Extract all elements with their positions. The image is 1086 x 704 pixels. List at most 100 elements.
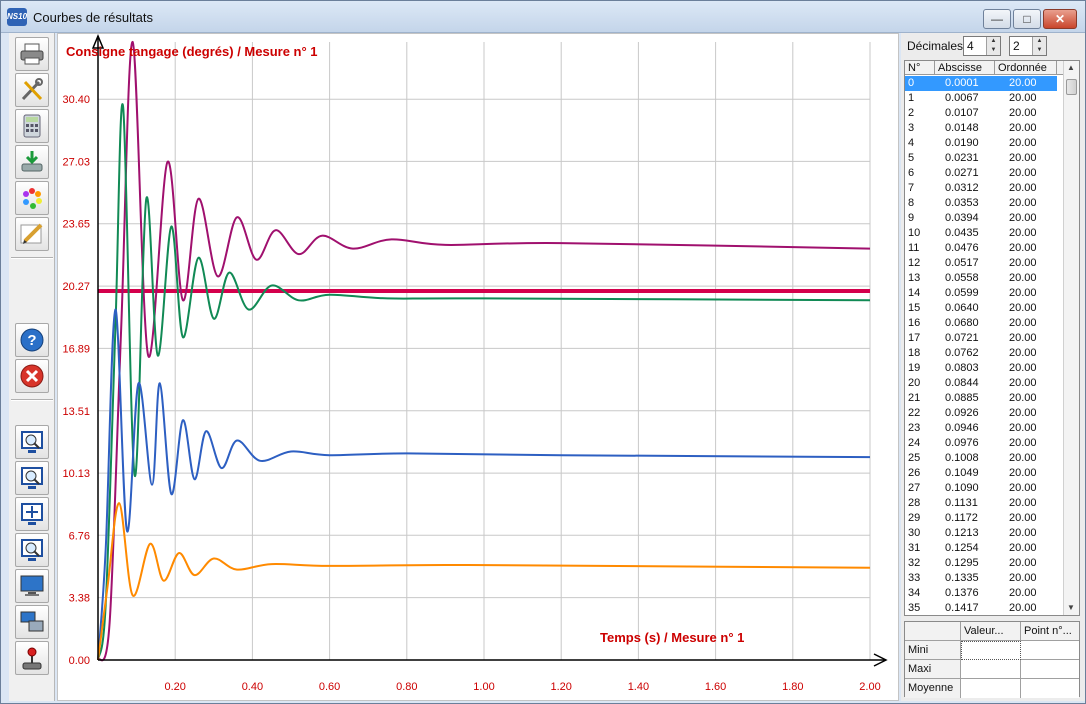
plot-panel[interactable]: 0.20 0.40 0.60 0.80 1.00 1.20 1.40 1.60 1.80 2.00… [57,33,899,701]
row-abscissa: 0.0476 [945,242,979,254]
points-table[interactable]: N° Abscisse Ordonnée 0 0.0001 20.00 1 0.0067… [904,60,1080,616]
minimize-button[interactable]: — [983,9,1011,29]
table-row[interactable]: 1 0.0067 20.00 [905,91,1057,106]
edit-button[interactable] [15,217,49,251]
stats-mean-value[interactable] [961,679,1021,698]
row-index: 27 [908,482,921,494]
zoom-out-button[interactable] [15,461,49,495]
scroll-down-icon[interactable]: ▼ [1067,603,1075,612]
spin-up-icon[interactable]: ▲ [986,37,1000,46]
row-index: 19 [908,362,921,374]
results-chart[interactable]: 0.20 0.40 0.60 0.80 1.00 1.20 1.40 1.60 1.80 2.00… [58,34,898,700]
table-row[interactable]: 16 0.0680 20.00 [905,316,1057,331]
row-abscissa: 0.1213 [945,527,979,539]
row-abscissa: 0.0976 [945,437,979,449]
table-row[interactable]: 26 0.1049 20.00 [905,466,1057,481]
spin-up-icon[interactable]: ▲ [1032,37,1046,46]
table-row[interactable]: 5 0.0231 20.00 [905,151,1057,166]
scroll-thumb[interactable] [1066,79,1077,95]
row-ordinate: 20.00 [1009,332,1037,344]
zoom-window-button[interactable] [15,533,49,567]
table-row[interactable]: 28 0.1131 20.00 [905,496,1057,511]
column-header-ordinate[interactable]: Ordonnée [995,61,1057,75]
table-row[interactable]: 9 0.0394 20.00 [905,211,1057,226]
row-index: 20 [908,377,921,389]
table-row[interactable]: 2 0.0107 20.00 [905,106,1057,121]
table-row[interactable]: 3 0.0148 20.00 [905,121,1057,136]
scroll-up-icon[interactable]: ▲ [1067,63,1075,72]
table-row[interactable]: 25 0.1008 20.00 [905,451,1057,466]
joystick-button[interactable] [15,641,49,675]
table-row[interactable]: 33 0.1335 20.00 [905,571,1057,586]
colors-button[interactable] [15,181,49,215]
row-ordinate: 20.00 [1009,377,1037,389]
stats-max-point[interactable] [1021,660,1079,679]
table-row[interactable]: 23 0.0946 20.00 [905,421,1057,436]
row-ordinate: 20.00 [1009,92,1037,104]
monitor-button[interactable] [15,569,49,603]
row-ordinate: 20.00 [1009,317,1037,329]
table-row[interactable]: 24 0.0976 20.00 [905,436,1057,451]
column-header-index[interactable]: N° [905,61,935,75]
zoom-in-button[interactable] [15,425,49,459]
table-row[interactable]: 15 0.0640 20.00 [905,301,1057,316]
table-row[interactable]: 31 0.1254 20.00 [905,541,1057,556]
row-index: 23 [908,422,921,434]
table-row[interactable]: 0 0.0001 20.00 [905,76,1057,91]
help-button[interactable]: ? [15,323,49,357]
table-row[interactable]: 4 0.0190 20.00 [905,136,1057,151]
row-abscissa: 0.0312 [945,182,979,194]
abscissa-decimals-spinner[interactable]: 4 ▲ ▼ [963,36,1001,56]
table-row[interactable]: 32 0.1295 20.00 [905,556,1057,571]
table-row[interactable]: 7 0.0312 20.00 [905,181,1057,196]
row-index: 4 [908,137,915,149]
table-row[interactable]: 27 0.1090 20.00 [905,481,1057,496]
table-row[interactable]: 10 0.0435 20.00 [905,226,1057,241]
table-row[interactable]: 17 0.0721 20.00 [905,331,1057,346]
table-row[interactable]: 21 0.0885 20.00 [905,391,1057,406]
ordinate-decimals-spinner[interactable]: 2 ▲ ▼ [1009,36,1047,56]
stats-label-mean: Moyenne [905,679,961,698]
print-button[interactable] [15,37,49,71]
row-ordinate: 20.00 [1009,437,1037,449]
table-row[interactable]: 12 0.0517 20.00 [905,256,1057,271]
network-button[interactable] [15,605,49,639]
table-row[interactable]: 34 0.1376 20.00 [905,586,1057,601]
row-ordinate: 20.00 [1009,77,1037,89]
stats-max-value[interactable] [961,660,1021,679]
close-plot-button[interactable] [15,359,49,393]
close-button[interactable]: ✕ [1043,9,1077,29]
table-row[interactable]: 30 0.1213 20.00 [905,526,1057,541]
spin-down-icon[interactable]: ▼ [986,46,1000,55]
title-bar[interactable]: NS10 Courbes de résultats — □ ✕ [1,1,1085,33]
settings-button[interactable] [15,73,49,107]
calculator-button[interactable] [15,109,49,143]
table-row[interactable]: 18 0.0762 20.00 [905,346,1057,361]
table-scrollbar[interactable]: ▲ ▼ [1063,61,1079,615]
table-row[interactable]: 8 0.0353 20.00 [905,196,1057,211]
stats-min-point[interactable] [1021,641,1079,660]
table-row[interactable]: 20 0.0844 20.00 [905,376,1057,391]
table-row[interactable]: 22 0.0926 20.00 [905,406,1057,421]
table-row[interactable]: 35 0.1417 20.00 [905,601,1057,615]
color-wheel-icon [23,188,42,209]
row-index: 10 [908,227,921,239]
row-abscissa: 0.0844 [945,377,979,389]
row-ordinate: 20.00 [1009,587,1037,599]
stats-mean-point[interactable] [1021,679,1079,698]
export-button[interactable] [15,145,49,179]
row-ordinate: 20.00 [1009,482,1037,494]
stats-min-value[interactable] [961,641,1021,660]
table-row[interactable]: 6 0.0271 20.00 [905,166,1057,181]
pan-button[interactable] [15,497,49,531]
table-row[interactable]: 13 0.0558 20.00 [905,271,1057,286]
spin-down-icon[interactable]: ▼ [1032,46,1046,55]
table-row[interactable]: 19 0.0803 20.00 [905,361,1057,376]
table-row[interactable]: 29 0.1172 20.00 [905,511,1057,526]
column-header-abscissa[interactable]: Abscisse [935,61,995,75]
table-row[interactable]: 14 0.0599 20.00 [905,286,1057,301]
table-row[interactable]: 11 0.0476 20.00 [905,241,1057,256]
row-index: 0 [908,77,915,89]
maximize-button[interactable]: □ [1013,9,1041,29]
row-ordinate: 20.00 [1009,407,1037,419]
